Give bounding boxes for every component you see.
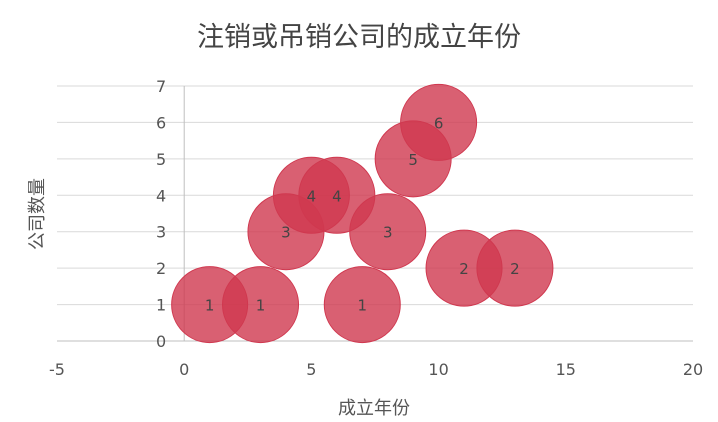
bubble-data-label: 1	[256, 297, 266, 315]
x-tick-label: 20	[683, 360, 703, 379]
y-tick-label: 0	[156, 332, 166, 351]
bubble	[323, 266, 401, 344]
bubble-data-label: 5	[408, 151, 418, 169]
bubble	[298, 156, 376, 234]
x-tick-label: 0	[179, 360, 189, 379]
bubble-data-label: 1	[358, 297, 368, 315]
x-tick-label: 10	[428, 360, 448, 379]
bubble-data-label: 1	[205, 297, 215, 315]
bubble-series	[171, 83, 554, 344]
bubble-data-label: 2	[510, 260, 520, 278]
x-axis-title: 成立年份	[338, 398, 410, 419]
bubble-data-label: 3	[281, 224, 291, 242]
bubble-data-label: 6	[434, 114, 444, 132]
bubble-data-label: 4	[307, 187, 317, 205]
bubble	[476, 229, 554, 307]
chart-title: 注销或吊销公司的成立年份	[197, 22, 521, 53]
x-tick-label: 5	[306, 360, 316, 379]
y-axis-title: 公司数量	[27, 178, 48, 250]
y-tick-label: 7	[156, 77, 166, 96]
x-tick-label: 15	[556, 360, 576, 379]
y-tick-label: 2	[156, 259, 166, 278]
y-tick-label: 6	[156, 113, 166, 132]
y-tick-label: 1	[156, 296, 166, 315]
y-tick-label: 4	[156, 186, 166, 205]
y-tick-label: 3	[156, 223, 166, 242]
x-tick-label: -5	[49, 360, 65, 379]
bubble-data-label: 3	[383, 224, 393, 242]
bubble	[222, 266, 300, 344]
data-labels: 1 1 1 2 2 3 3 4 4 5 6	[205, 114, 520, 314]
bubble-data-label: 4	[332, 187, 342, 205]
bubble	[400, 83, 478, 161]
bubble-data-label: 2	[459, 260, 469, 278]
y-tick-label: 5	[156, 150, 166, 169]
